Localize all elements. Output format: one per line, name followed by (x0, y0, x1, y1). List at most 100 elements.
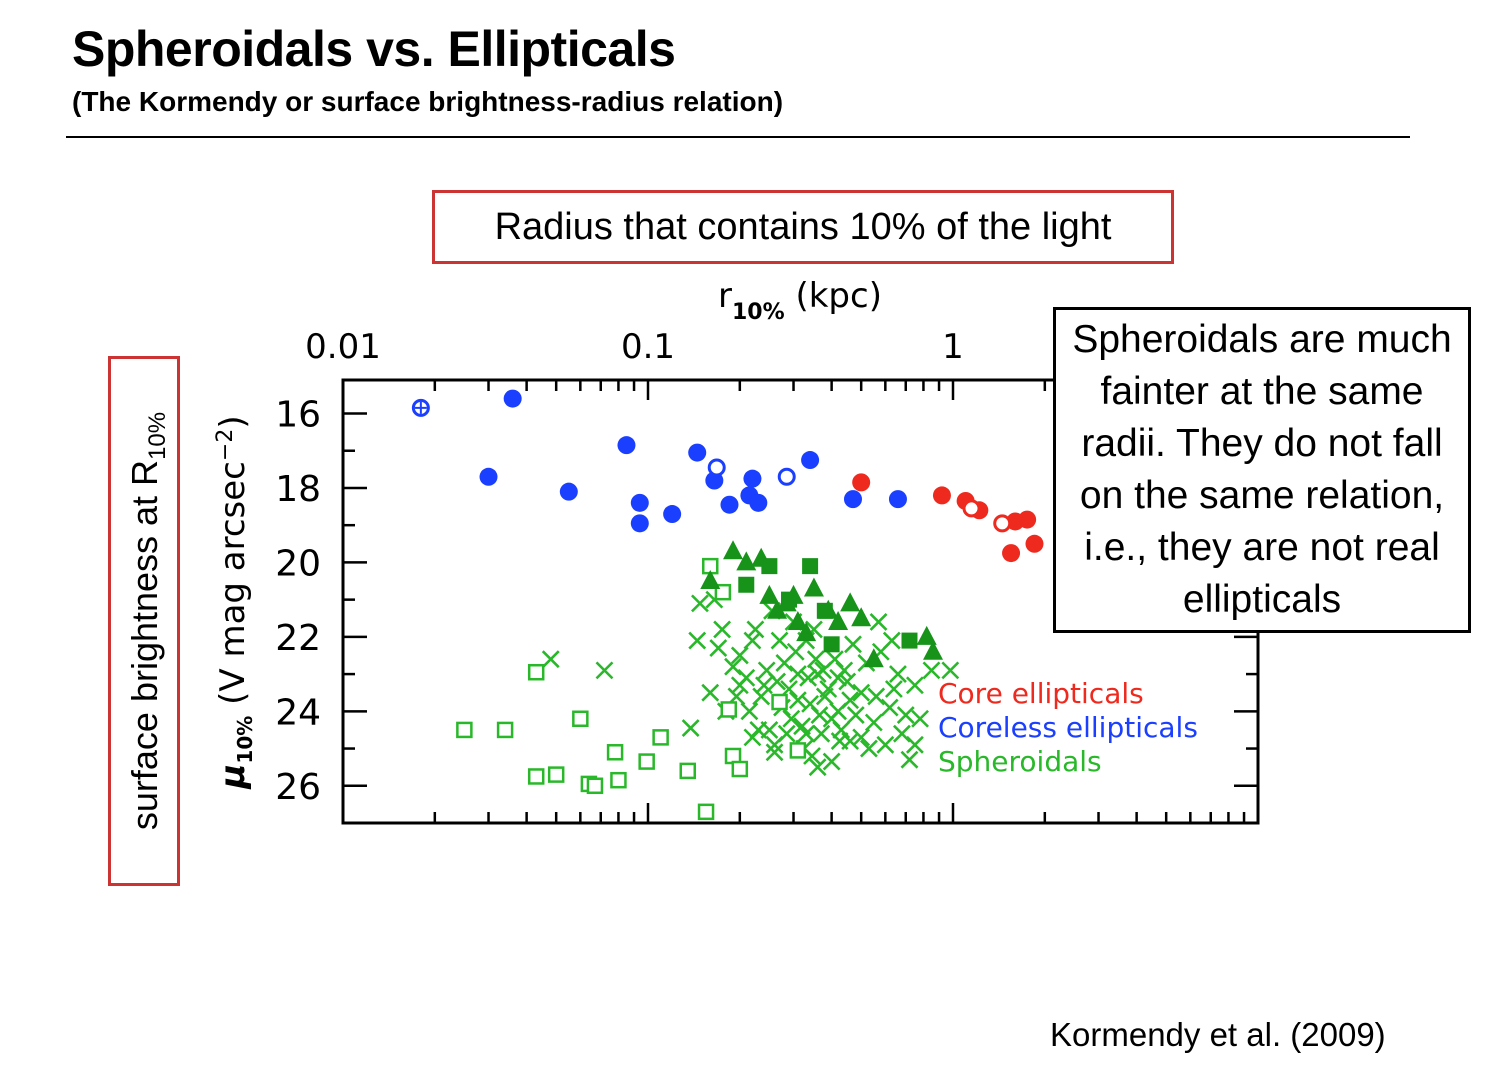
data-point (740, 702, 759, 721)
data-point (812, 724, 831, 743)
data-point (527, 768, 545, 785)
data-point (896, 706, 915, 724)
data-point (844, 635, 862, 654)
x-tick-label: 0.01 (305, 327, 381, 367)
title-divider (66, 136, 1410, 138)
data-point (586, 777, 604, 795)
data-point (962, 499, 981, 518)
data-point (923, 640, 944, 660)
legend-entry: Spheroidals (938, 745, 1102, 778)
data-point (852, 473, 871, 492)
data-point (456, 721, 473, 739)
data-point (1002, 544, 1021, 563)
legend-entry: Core ellipticals (938, 677, 1144, 710)
data-point (777, 467, 796, 486)
data-point (889, 665, 907, 684)
data-point (799, 668, 818, 687)
x-axis-title: r10% (kpc) (718, 276, 882, 325)
data-point (803, 577, 824, 597)
data-point (851, 607, 872, 627)
data-point (808, 758, 827, 777)
data-point (846, 706, 865, 724)
data-point (759, 584, 780, 604)
x-axis-callout: Radius that contains 10% of the light (432, 190, 1174, 264)
data-point (888, 490, 907, 509)
data-point (876, 735, 895, 754)
data-point (901, 632, 918, 649)
data-point (796, 622, 817, 642)
data-point (771, 693, 788, 711)
data-point (720, 701, 738, 718)
data-point (688, 631, 707, 650)
data-point (738, 576, 755, 593)
data-point (730, 646, 749, 665)
data-point (852, 728, 871, 747)
data-point (922, 661, 941, 680)
data-point (869, 613, 888, 631)
data-point (743, 469, 762, 488)
data-point (595, 661, 614, 680)
data-point (749, 493, 768, 512)
citation: Kormendy et al. (2009) (1050, 1016, 1386, 1053)
data-point (757, 661, 776, 680)
axis-labels: 16 18 20 22 24 26 0.01 0.1 1 r10% (kpc) μ10% (V ma… (213, 276, 1198, 808)
data-point (840, 592, 861, 612)
data-point (852, 683, 871, 702)
data-point (867, 687, 886, 706)
y-axis-callout: surface brightness at R10% (108, 356, 180, 886)
data-point (713, 620, 732, 639)
data-point (755, 676, 773, 695)
data-point (859, 739, 878, 758)
data-point (638, 753, 655, 770)
data-point (797, 724, 816, 743)
data-point (709, 639, 728, 657)
data-point (752, 687, 771, 706)
data-point (829, 668, 848, 687)
data-point (503, 389, 522, 408)
data-point (818, 599, 839, 619)
data-point (787, 610, 808, 630)
data-point (527, 663, 545, 681)
data-point (701, 683, 720, 702)
y-tick-label: 22 (275, 618, 321, 659)
data-point (911, 709, 930, 728)
data-point (822, 709, 841, 728)
data-point (751, 547, 772, 567)
data-point (700, 570, 721, 590)
data-point (630, 493, 649, 512)
data-point (688, 443, 707, 462)
data-point (723, 540, 744, 560)
data-point (731, 760, 749, 778)
x-tick-label: 1 (942, 327, 964, 367)
data-point (724, 657, 742, 676)
data-point (822, 752, 841, 771)
data-point (679, 762, 697, 780)
page-subtitle: (The Kormendy or surface brightness-radi… (72, 86, 784, 117)
y-tick-label: 26 (275, 767, 321, 808)
data-point (630, 514, 649, 533)
data-point (843, 490, 862, 509)
data-point (806, 650, 825, 669)
data-point (777, 724, 796, 743)
data-point (547, 766, 565, 783)
data-point (841, 691, 860, 710)
data-point (828, 610, 849, 630)
data-point (830, 732, 849, 751)
data-point (736, 551, 757, 571)
data-point (652, 729, 669, 746)
data-point (743, 631, 762, 650)
data-point (572, 710, 589, 728)
data-point (900, 750, 919, 769)
plot-marks (411, 389, 1044, 821)
data-point (802, 558, 819, 575)
data-point (788, 691, 807, 710)
data-point (663, 505, 682, 524)
y-tick-label: 24 (275, 692, 321, 733)
data-point (496, 721, 514, 739)
data-point (905, 676, 924, 695)
data-point (737, 668, 756, 687)
y-axis-title: μ10% (V mag arcsec−2) (213, 415, 257, 789)
data-point (691, 594, 709, 613)
data-point (746, 620, 765, 639)
data-point (905, 735, 924, 754)
